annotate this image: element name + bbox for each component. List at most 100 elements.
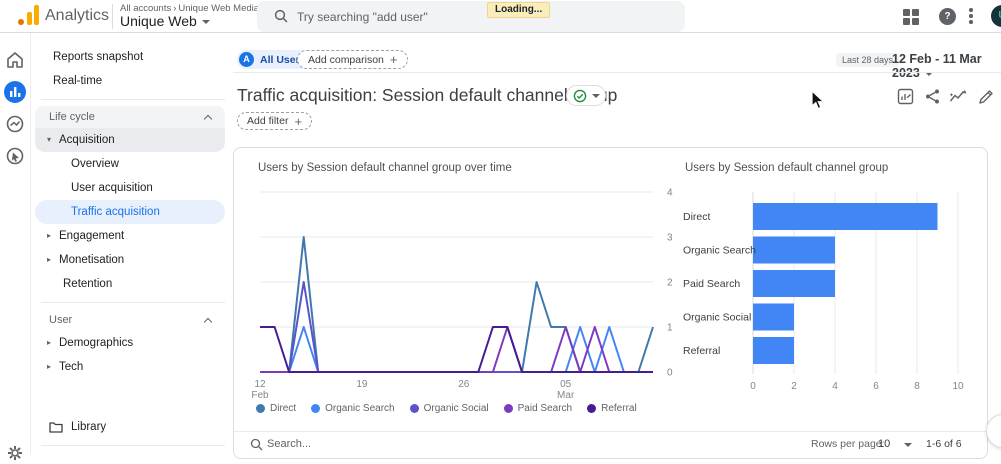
legend-label: Organic Social [423, 403, 489, 414]
svg-text:0: 0 [750, 381, 756, 392]
user-avatar[interactable]: U [991, 5, 1001, 27]
svg-text:1: 1 [667, 323, 673, 334]
plus-icon: + [294, 113, 303, 129]
rows-per-page-label: Rows per page: [811, 438, 885, 450]
sidebar-item-label: Retention [63, 278, 113, 290]
arrow-right-icon[interactable]: ▸ [47, 255, 52, 264]
sidebar-item-demographics[interactable]: ▸ Demographics [35, 331, 225, 355]
pagination-range: 1-6 of 6 [926, 438, 962, 450]
edit-comparisons-icon[interactable] [897, 88, 914, 105]
explore-icon[interactable] [4, 113, 26, 135]
home-icon[interactable] [4, 49, 26, 71]
sidebar-item-life-cycle[interactable]: Life cycle [35, 106, 225, 128]
sidebar-item-retention[interactable]: Retention [35, 272, 225, 296]
svg-text:2: 2 [667, 278, 673, 289]
legend-item-referral[interactable]: Referral [587, 403, 637, 414]
arrow-down-icon[interactable]: ▾ [47, 135, 52, 144]
reports-icon[interactable] [4, 81, 26, 103]
edit-report-icon[interactable] [978, 88, 995, 105]
report-card [233, 147, 988, 459]
sidebar-item-label: Monetisation [59, 254, 125, 266]
share-report-icon[interactable] [924, 88, 941, 105]
sidebar-item-label: User acquisition [71, 182, 153, 194]
app-bar: Analytics All accounts › Unique Web Media … [0, 0, 1001, 33]
date-range-picker[interactable]: 12 Feb - 11 Mar 2023 [892, 52, 982, 80]
sidebar-item-label: Acquisition [59, 134, 115, 146]
header-divider [233, 72, 1001, 73]
legend-dot [311, 404, 321, 413]
sidebar-item-user-acquisition[interactable]: User acquisition [35, 176, 225, 200]
arrow-right-icon[interactable]: ▸ [47, 362, 52, 371]
add-comparison-button[interactable]: Add comparison + [297, 50, 409, 69]
bar-category-label: Paid Search [683, 278, 740, 290]
arrow-right-icon[interactable]: ▸ [47, 231, 52, 240]
bar-direct[interactable] [753, 203, 938, 230]
sidebar-item-label: Demographics [59, 337, 134, 349]
bar-organic-social[interactable] [753, 303, 794, 331]
add-filter-button[interactable]: Add filter + [237, 112, 313, 130]
sidebar-item-overview[interactable]: Overview [35, 152, 225, 176]
check-circle-icon [573, 89, 586, 102]
sidebar-item-monetisation[interactable]: ▸ Monetisation [35, 248, 225, 272]
sidebar-item-library[interactable]: Library [35, 415, 225, 439]
bar-category-label: Organic Search [683, 245, 756, 257]
data-quality-badge[interactable] [566, 85, 606, 106]
admin-gear-icon[interactable] [4, 442, 26, 464]
breadcrumb[interactable]: All accounts › Unique Web Media [120, 3, 260, 14]
legend-item-organic-search[interactable]: Organic Search [311, 403, 395, 414]
edge-floating-button[interactable] [986, 414, 1001, 448]
search-icon [274, 9, 288, 23]
chevron-down-icon[interactable] [904, 443, 912, 447]
topbar-divider [112, 4, 113, 29]
legend-dot [503, 404, 513, 413]
help-icon[interactable]: ? [939, 8, 956, 25]
bar-referral[interactable] [753, 337, 794, 364]
audience-chip-all-users[interactable]: A All Users [237, 50, 315, 69]
bar-paid-search[interactable] [753, 270, 835, 297]
mouse-cursor [811, 90, 826, 110]
svg-text:4: 4 [832, 381, 838, 392]
sidebar-item-traffic-acquisition[interactable]: Traffic acquisition [35, 200, 225, 224]
product-name: Analytics [45, 7, 110, 24]
sidebar-item-label: Engagement [59, 230, 125, 242]
bar-organic-search[interactable] [753, 236, 835, 264]
rows-per-page-select[interactable]: 10 [878, 438, 891, 450]
svg-text:19: 19 [356, 379, 368, 390]
chevron-up-icon[interactable] [203, 317, 213, 327]
sidebar-item-reports-snapshot[interactable]: Reports snapshot [35, 45, 225, 69]
bar-category-label: Organic Social [683, 312, 751, 324]
sidebar-divider [41, 302, 225, 303]
table-search-input[interactable]: Search... [267, 438, 312, 450]
sidebar-item-acquisition[interactable]: ▾ Acquisition [35, 128, 225, 152]
sidebar-item-label: Traffic acquisition [71, 206, 160, 218]
legend-label: Referral [601, 403, 637, 414]
bar-chart[interactable]: 0 2 4 6 8 10 Direct Organic Search Paid Search Or… [678, 184, 990, 400]
svg-text:26: 26 [458, 379, 470, 390]
legend-item-direct[interactable]: Direct [256, 403, 296, 414]
bar-category-label: Direct [683, 211, 711, 223]
insights-icon[interactable] [949, 88, 968, 105]
property-selector[interactable]: Unique Web [120, 13, 210, 29]
legend-item-organic-social[interactable]: Organic Social [409, 403, 489, 414]
kebab-menu-icon[interactable] [969, 8, 973, 26]
svg-text:3: 3 [667, 233, 673, 244]
sidebar-item-engagement[interactable]: ▸ Engagement [35, 224, 225, 248]
chevron-down-icon [201, 20, 210, 25]
svg-text:4: 4 [667, 188, 673, 199]
arrow-right-icon[interactable]: ▸ [47, 338, 52, 347]
table-search-icon[interactable] [250, 438, 263, 451]
sidebar-item-real-time[interactable]: Real-time [35, 69, 225, 93]
advertising-icon[interactable] [4, 145, 26, 167]
apps-grid-icon[interactable] [903, 9, 921, 27]
sidebar-item-tech[interactable]: ▸ Tech [35, 355, 225, 379]
svg-text:Feb: Feb [251, 390, 269, 401]
sidebar-item-user[interactable]: User [35, 309, 225, 331]
search-input[interactable]: Try searching "add user" [257, 1, 685, 32]
search-placeholder: Try searching "add user" [297, 10, 428, 24]
legend-item-paid-search[interactable]: Paid Search [503, 403, 572, 414]
legend-dot [587, 404, 597, 413]
analytics-logo-icon [27, 12, 32, 25]
chevron-down-icon [591, 93, 600, 98]
chevron-up-icon[interactable] [203, 114, 213, 124]
